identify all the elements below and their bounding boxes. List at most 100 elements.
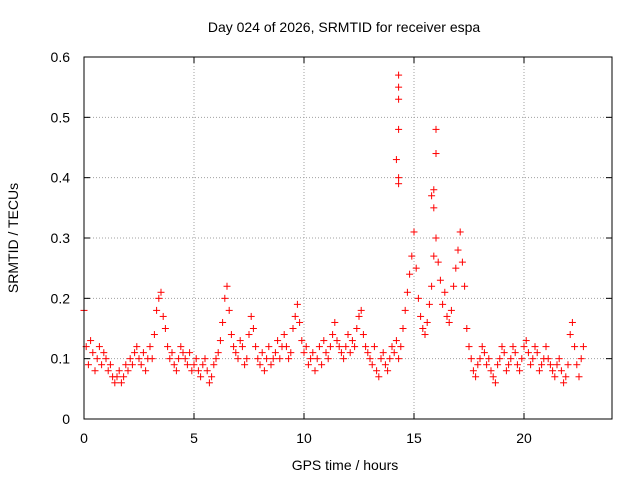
data-point: [172, 367, 180, 375]
data-point: [304, 361, 312, 369]
data-point: [300, 349, 308, 357]
data-point: [161, 325, 169, 332]
data-point: [564, 361, 572, 369]
data-point: [549, 367, 557, 375]
data-point: [401, 306, 409, 314]
data-point: [359, 331, 367, 339]
data-point: [474, 361, 482, 369]
data-point: [194, 367, 202, 375]
data-point: [263, 355, 271, 363]
data-point: [456, 228, 464, 236]
data-point: [454, 246, 462, 254]
data-point: [225, 306, 233, 314]
data-point: [573, 361, 581, 369]
data-point: [186, 349, 194, 357]
data-point: [298, 337, 306, 345]
data-point: [529, 355, 537, 363]
x-tick-label: 20: [516, 430, 532, 446]
data-point: [375, 373, 383, 381]
data-point: [164, 343, 172, 351]
data-point: [527, 361, 535, 369]
data-point: [546, 361, 554, 369]
data-point: [432, 125, 440, 133]
data-point: [362, 343, 370, 351]
data-point: [342, 343, 350, 351]
x-tick-label: 5: [190, 430, 198, 446]
data-point: [428, 192, 436, 200]
data-point: [252, 343, 260, 351]
data-point: [326, 343, 334, 351]
data-point: [230, 343, 238, 351]
data-point: [258, 349, 266, 357]
data-point: [531, 343, 539, 351]
data-point: [432, 234, 440, 242]
data-point: [223, 282, 231, 290]
data-point: [236, 337, 244, 345]
data-point: [249, 325, 257, 332]
data-point: [329, 331, 337, 339]
data-point: [522, 337, 530, 345]
data-point: [247, 312, 255, 320]
data-point: [208, 373, 216, 381]
data-point: [104, 367, 112, 375]
y-tick-label: 0.4: [51, 170, 71, 186]
data-point: [555, 355, 563, 363]
data-point: [502, 367, 510, 375]
data-point: [568, 318, 576, 326]
data-point: [95, 343, 103, 351]
data-point: [421, 331, 429, 339]
data-point: [91, 367, 99, 375]
data-point: [368, 361, 376, 369]
data-point: [414, 294, 422, 302]
data-point: [432, 150, 440, 158]
data-point: [291, 312, 299, 320]
data-point: [84, 361, 92, 369]
axis-tick-labels: 0 0.1 0.2 0.3 0.4 0.5 0.6 0 5 10 15 20: [51, 49, 532, 446]
data-point: [353, 325, 361, 332]
data-point: [131, 349, 139, 357]
data-point: [406, 270, 414, 278]
data-point: [395, 71, 403, 79]
data-point: [395, 83, 403, 91]
data-point: [227, 331, 235, 339]
data-point: [179, 349, 187, 357]
data-point: [117, 379, 125, 387]
data-point: [93, 355, 101, 363]
data-point: [443, 312, 451, 320]
y-tick-label: 0.3: [51, 230, 71, 246]
data-point: [311, 367, 319, 375]
data-points: [80, 71, 587, 387]
data-point: [331, 318, 339, 326]
data-point: [139, 349, 147, 357]
data-point: [318, 361, 326, 369]
data-point: [216, 337, 224, 345]
data-point: [461, 282, 469, 290]
data-point: [100, 349, 108, 357]
data-point: [577, 355, 585, 363]
data-point: [524, 349, 532, 357]
data-point: [122, 361, 130, 369]
data-point: [392, 156, 400, 164]
data-point: [192, 355, 200, 363]
data-point: [320, 337, 328, 345]
data-point: [489, 373, 497, 381]
data-point: [423, 318, 431, 326]
x-axis-label: GPS time / hours: [292, 457, 399, 473]
data-point: [533, 349, 541, 357]
data-point: [87, 337, 95, 345]
data-point: [463, 325, 471, 332]
data-point: [535, 367, 543, 375]
data-point: [128, 361, 136, 369]
data-point: [241, 361, 249, 369]
data-point: [137, 361, 145, 369]
data-point: [351, 343, 359, 351]
data-point: [491, 379, 499, 387]
data-point: [146, 343, 154, 351]
data-point: [571, 343, 579, 351]
data-point: [155, 294, 163, 302]
data-point: [395, 355, 403, 363]
data-point: [260, 367, 268, 375]
data-point: [232, 349, 240, 357]
data-point: [322, 349, 330, 357]
data-point: [148, 355, 156, 363]
